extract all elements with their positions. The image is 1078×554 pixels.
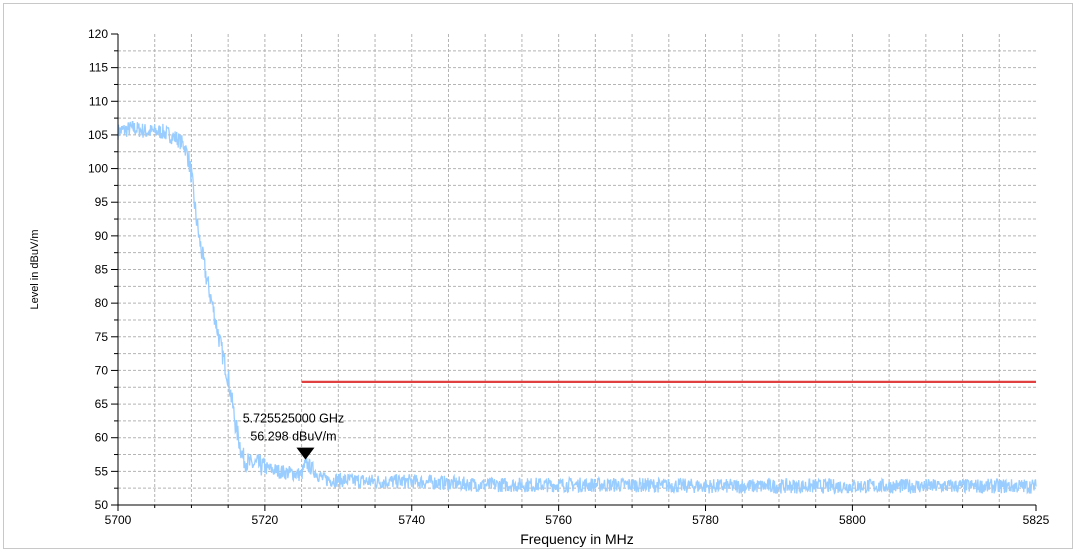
y-tick-label: 55	[95, 464, 109, 478]
chart-frame: 50 55 60 65 70 75 80 85 90 95 100 105 110 115 120 5700 5…	[3, 3, 1073, 549]
y-tick-label: 115	[89, 61, 108, 75]
y-tick-label: 75	[95, 330, 109, 344]
x-tick-label: 5825	[1023, 513, 1050, 527]
y-tick-label: 120	[88, 27, 108, 41]
y-axis-title: Level in dBuV/m	[29, 229, 41, 309]
y-tick-label: 80	[95, 296, 109, 310]
y-tick-label: 110	[89, 94, 108, 108]
y-tick-label: 105	[88, 128, 108, 142]
marker-level-label: 56.298 dBuV/m	[250, 430, 336, 444]
x-tick-label: 5760	[545, 513, 572, 527]
grid	[118, 34, 1036, 505]
measured-level-trace	[117, 120, 1037, 495]
x-tick-label: 5780	[692, 513, 719, 527]
x-tick-label: 5720	[252, 513, 279, 527]
y-tick-label: 60	[95, 431, 109, 445]
marker-triangle-icon	[296, 447, 315, 460]
x-tick-label: 5700	[105, 513, 132, 527]
y-tick-label: 100	[88, 162, 108, 176]
marker-layer: 5.725525000 GHz 56.298 dBuV/m	[243, 412, 344, 460]
y-tick-label: 85	[95, 263, 109, 277]
y-tick-label: 65	[95, 397, 109, 411]
y-tick-label: 50	[95, 498, 109, 512]
y-tick-label: 70	[95, 363, 109, 377]
marker-frequency-label: 5.725525000 GHz	[243, 412, 344, 426]
y-tick-label: 95	[95, 195, 109, 209]
axes	[111, 33, 1037, 511]
tick-labels: 50 55 60 65 70 75 80 85 90 95 100 105 110 115 120 5700 5…	[88, 27, 1050, 527]
series-layer	[117, 120, 1037, 495]
x-tick-label: 5800	[839, 513, 866, 527]
emission-chart: 50 55 60 65 70 75 80 85 90 95 100 105 110 115 120 5700 5…	[29, 27, 1050, 547]
x-axis-title: Frequency in MHz	[520, 531, 634, 547]
x-tick-label: 5740	[398, 513, 425, 527]
y-tick-label: 90	[95, 229, 109, 243]
